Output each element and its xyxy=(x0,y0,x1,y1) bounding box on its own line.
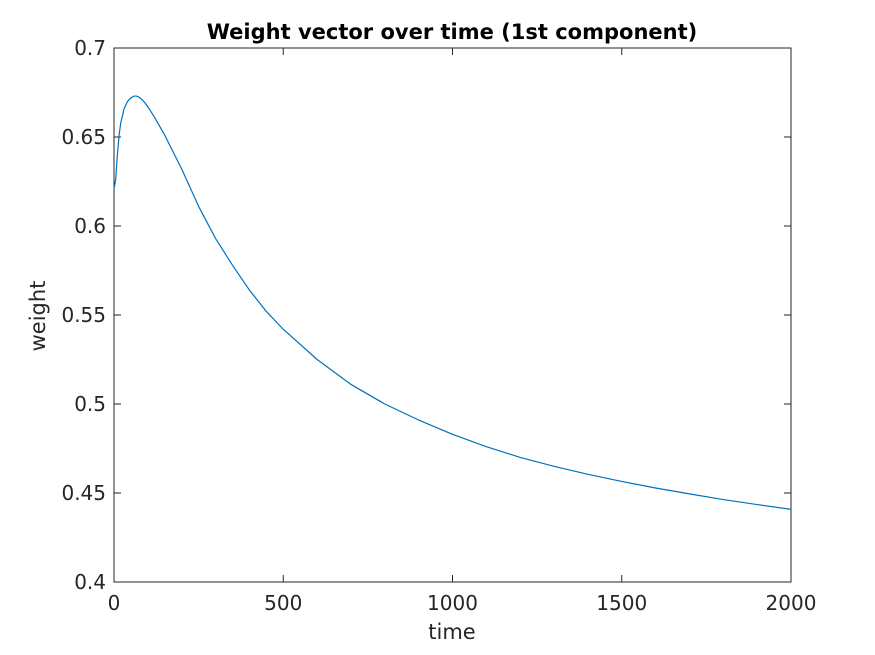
y-tick-label: 0.5 xyxy=(74,392,106,416)
chart-title: Weight vector over time (1st component) xyxy=(207,20,697,44)
y-tick-label: 0.55 xyxy=(61,303,106,327)
plot-area: 0 500 1000 1500 2000 0.4 0.45 0.5 0.55 0.6 0.65 0.7 xyxy=(61,36,816,615)
x-tick-label: 1500 xyxy=(596,591,647,615)
y-tick-label: 0.6 xyxy=(74,214,106,238)
x-tick-label: 500 xyxy=(264,591,302,615)
series-line xyxy=(113,95,792,510)
y-tick-label: 0.7 xyxy=(74,36,106,60)
x-axis-label: time xyxy=(428,620,475,644)
axes-box xyxy=(113,47,792,583)
y-axis-label: weight xyxy=(26,281,50,352)
x-tick-label: 2000 xyxy=(766,591,817,615)
y-tick-label: 0.4 xyxy=(74,570,106,594)
y-tick-label: 0.65 xyxy=(61,125,106,149)
x-tick-label: 1000 xyxy=(427,591,478,615)
y-tick-label: 0.45 xyxy=(61,481,106,505)
x-tick-label: 0 xyxy=(108,591,121,615)
